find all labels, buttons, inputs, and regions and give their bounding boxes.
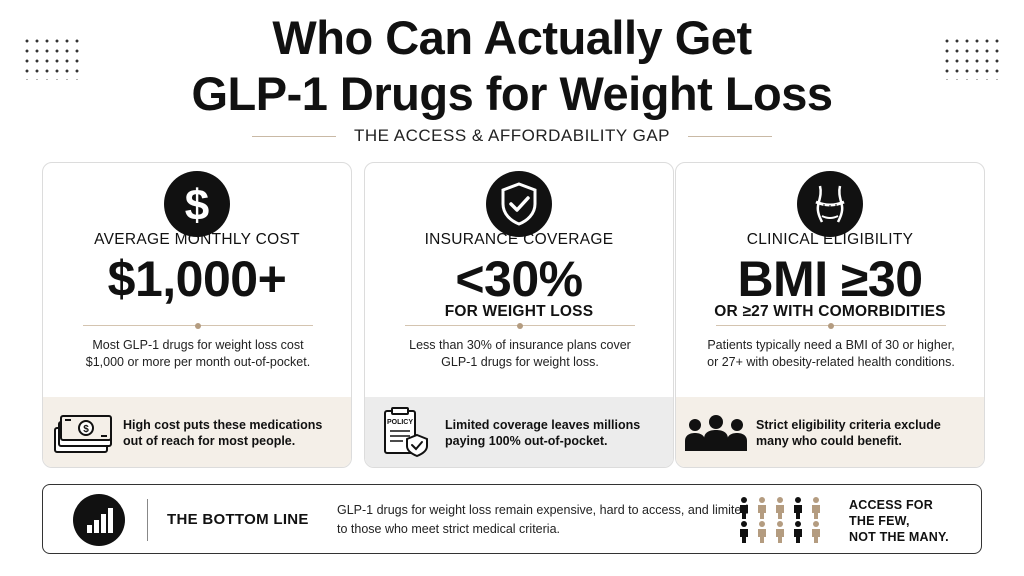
- card-footer-text: Limited coverage leaves millions paying …: [445, 418, 641, 448]
- bottom-line-title: THE BOTTOM LINE: [167, 511, 309, 528]
- subtitle-rule-right: [688, 135, 773, 137]
- decorative-dots-right: [942, 36, 1002, 80]
- waist-measure-icon: [797, 171, 863, 237]
- card-footer: Strict eligibility criteria exclude many…: [676, 397, 984, 467]
- card-footer: $ High cost puts these medications out o…: [43, 397, 351, 467]
- tagline-line-2: THE FEW,: [849, 514, 910, 528]
- people-grid-icon: [737, 495, 827, 545]
- svg-text:$: $: [83, 424, 89, 435]
- tagline-line-1: ACCESS FOR: [849, 498, 933, 512]
- shield-check-icon: [486, 171, 552, 237]
- title-line-2: GLP-1 Drugs for Weight Loss: [191, 67, 833, 120]
- subtitle-rule-left: [251, 135, 336, 137]
- card-description: Most GLP-1 drugs for weight loss cost $1…: [85, 338, 311, 369]
- title-line-1: Who Can Actually Get: [272, 11, 752, 64]
- card-divider: [405, 322, 635, 329]
- bottom-line-panel: THE BOTTOM LINE GLP-1 drugs for weight l…: [42, 484, 982, 554]
- card-cost: $ AVERAGE MONTHLY COST $1,000+ Most GLP-…: [42, 162, 352, 468]
- card-footer-text: Strict eligibility criteria exclude many…: [756, 418, 941, 448]
- tagline-line-3: NOT THE MANY.: [849, 530, 949, 544]
- card-sublabel: FOR WEIGHT LOSS: [444, 303, 594, 320]
- bar-chart-icon: [73, 494, 125, 546]
- decorative-dots-left: [22, 36, 82, 80]
- card-sublabel: OR ≥27 WITH COMORBIDITIES: [714, 303, 946, 320]
- card-value: BMI ≥30: [737, 251, 923, 307]
- subtitle: THE ACCESS & AFFORDABILITY GAP: [353, 126, 671, 145]
- card-footer: POLICY Limited coverage leaves millions …: [365, 397, 673, 467]
- group-people-icon: [676, 397, 756, 467]
- card-description: Patients typically need a BMI of 30 or h…: [707, 338, 955, 369]
- card-eligibility: CLINICAL ELIGIBILITY BMI ≥30 OR ≥27 WITH…: [675, 162, 985, 468]
- policy-label: POLICY: [387, 419, 413, 426]
- subtitle-row: THE ACCESS & AFFORDABILITY GAP: [0, 126, 1024, 146]
- bottom-line-tagline: ACCESS FOR THE FEW, NOT THE MANY.: [849, 497, 949, 545]
- svg-text:$: $: [185, 181, 209, 228]
- bottom-divider: [147, 499, 148, 541]
- card-label: CLINICAL ELIGIBILITY: [746, 231, 914, 248]
- page-title: Who Can Actually Get GLP-1 Drugs for Wei…: [0, 10, 1024, 122]
- card-description: Less than 30% of insurance plans cover G…: [409, 338, 631, 369]
- card-value: $1,000+: [107, 251, 287, 307]
- card-divider: [716, 322, 946, 329]
- bottom-line-text: GLP-1 drugs for weight loss remain expen…: [337, 503, 749, 536]
- card-label: INSURANCE COVERAGE: [424, 231, 614, 248]
- card-label: AVERAGE MONTHLY COST: [94, 231, 300, 248]
- cash-stack-icon: $: [43, 397, 123, 467]
- card-value: <30%: [455, 251, 583, 307]
- card-divider: [83, 322, 313, 329]
- dollar-icon: $: [164, 171, 230, 237]
- card-footer-text: High cost puts these medications out of …: [123, 418, 323, 448]
- policy-document-icon: POLICY: [365, 397, 445, 467]
- card-insurance: INSURANCE COVERAGE <30% FOR WEIGHT LOSS …: [364, 162, 674, 468]
